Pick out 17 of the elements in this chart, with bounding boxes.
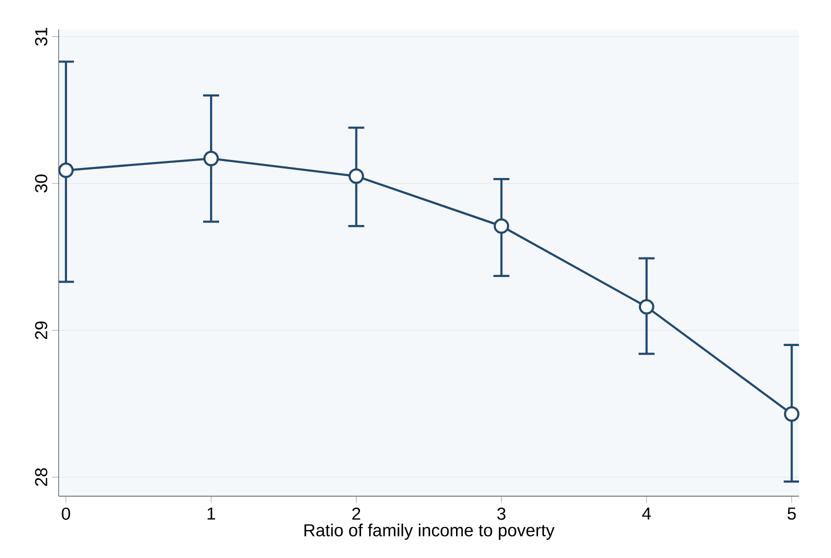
y-tick-label: 31 [35,28,48,46]
y-tick-label: 28 [35,468,48,486]
point [348,168,364,184]
point [58,162,74,178]
x-tick-label: 5 [788,508,796,520]
point [638,299,654,315]
point [784,406,800,422]
y-tick-label: 30 [35,174,48,193]
x-tick-label: 1 [208,508,216,520]
x-tick-label: 3 [497,508,506,520]
y-tick-label: 29 [35,322,48,340]
x-tick-label: 0 [62,508,70,520]
x-tick-label: 4 [642,508,651,520]
x-axis-title: Ratio of family income to poverty [304,524,555,540]
point [203,151,219,166]
point [494,218,510,234]
x-tick-label: 2 [352,508,360,520]
